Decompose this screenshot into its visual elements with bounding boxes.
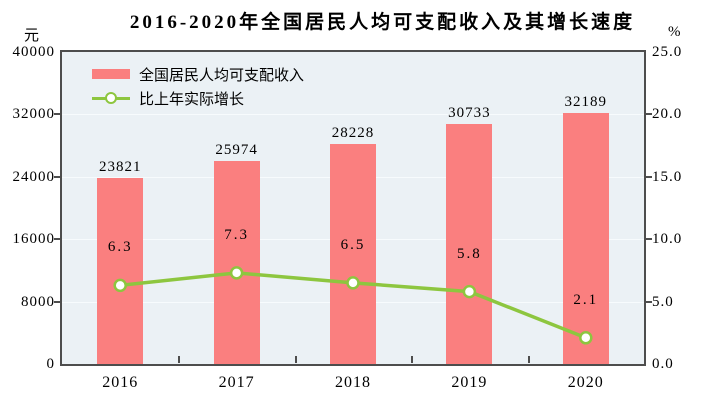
growth-value-label: 5.8 <box>457 245 482 262</box>
right-axis-tick-label: 10.0 <box>652 231 683 248</box>
income-bar <box>446 124 493 364</box>
x-axis-boundary-tick <box>527 356 530 363</box>
left-axis-tick <box>54 175 61 178</box>
left-axis-tick-label: 24000 <box>12 168 55 185</box>
x-axis-label: 2017 <box>218 374 255 391</box>
left-axis-tick-label: 0 <box>46 356 55 372</box>
left-axis-tick-label: 32000 <box>12 106 55 123</box>
line-series-swatch-icon <box>92 91 130 104</box>
growth-value-label: 2.1 <box>573 291 599 308</box>
legend-label-growth: 比上年实际增长 <box>139 91 245 108</box>
x-axis-label: 2019 <box>451 374 488 391</box>
data-point-marker <box>462 284 477 299</box>
growth-value-label: 7.3 <box>224 226 249 243</box>
bar-series-swatch-icon <box>92 69 130 79</box>
right-axis-tick <box>645 113 652 116</box>
marker-dot-icon <box>105 91 117 104</box>
x-axis-boundary-tick <box>294 356 297 363</box>
plot-area: 23821 6.3 25974 7.3 28228 6.5 30733 5.8 32189 2.1… <box>60 50 646 366</box>
left-axis-unit-label: 元 <box>24 28 40 44</box>
chart-title: 2016-2020年全国居民人均可支配收入及其增长速度 <box>129 12 636 33</box>
legend: 全国居民人均可支配收入 比上年实际增长 <box>92 62 304 110</box>
bar-value-label: 30733 <box>448 105 491 122</box>
x-axis-label: 2020 <box>567 374 604 391</box>
x-axis-boundary-tick <box>411 356 414 363</box>
bar-value-label: 25974 <box>215 142 258 159</box>
left-axis-tick <box>54 238 61 241</box>
bar-value-label: 23821 <box>98 159 142 176</box>
right-axis-tick-label: 5.0 <box>652 293 674 310</box>
growth-value-label: 6.5 <box>340 236 366 253</box>
bar-value-label: 32189 <box>564 93 608 110</box>
left-axis-tick <box>54 300 61 303</box>
right-axis-tick <box>645 300 652 303</box>
gridline <box>62 114 644 116</box>
right-axis-tick <box>645 238 652 241</box>
income-bar <box>562 112 609 364</box>
trend-line-layer <box>113 266 593 345</box>
data-point-marker <box>346 276 360 290</box>
left-axis-tick-label: 16000 <box>12 231 55 248</box>
bar-layer <box>62 52 644 364</box>
left-axis-tick-label: 8000 <box>21 293 55 310</box>
left-axis-tick-label: 40000 <box>12 44 55 60</box>
growth-value-label: 6.3 <box>107 239 133 256</box>
x-axis-label: 2016 <box>102 374 139 391</box>
right-axis-tick-label: 20.0 <box>652 106 683 123</box>
x-axis-label: 2018 <box>335 374 371 391</box>
left-axis-tick <box>54 113 61 116</box>
legend-label-income: 全国居民人均可支配收入 <box>139 67 305 84</box>
legend-item-growth: 比上年实际增长 <box>92 86 304 110</box>
bar-value-label: 28228 <box>331 124 375 141</box>
income-bar <box>97 178 144 364</box>
right-axis-unit-label: % <box>668 24 681 40</box>
x-axis-boundary-tick <box>178 356 181 363</box>
income-bar <box>330 143 376 364</box>
right-axis-tick-label: 0.0 <box>652 356 674 372</box>
data-point-marker <box>229 266 244 280</box>
data-label-layer: 23821 6.3 25974 7.3 28228 6.5 30733 5.8 32189 2.1 <box>62 52 644 364</box>
data-point-marker <box>113 278 127 293</box>
income-bar <box>213 161 260 364</box>
legend-item-income: 全国居民人均可支配收入 <box>92 62 304 86</box>
right-axis-tick <box>645 175 652 178</box>
right-axis-tick-label: 15.0 <box>652 168 683 185</box>
right-axis-tick-label: 25.0 <box>652 44 683 60</box>
data-point-marker <box>579 331 593 345</box>
